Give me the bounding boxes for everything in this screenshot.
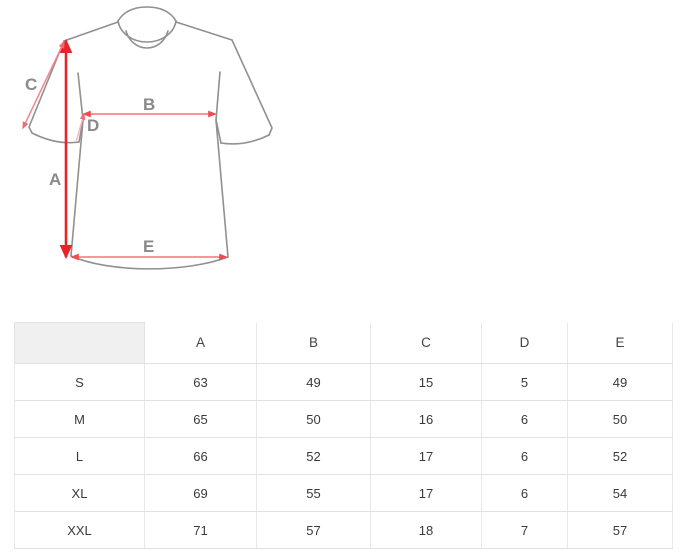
cell-d: 5 — [481, 363, 568, 401]
size-label: XL — [14, 474, 145, 512]
measure-label-c: C — [25, 75, 37, 94]
right-shoulder-seam — [175, 21, 233, 41]
table-body: S 63 49 15 5 49 M 65 50 16 6 50 L 66 52 … — [14, 363, 673, 549]
table-row: M 65 50 16 6 50 — [14, 400, 673, 438]
cell-b: 55 — [256, 474, 371, 512]
cell-a: 66 — [144, 437, 257, 475]
right-side-seam — [215, 119, 229, 258]
size-label: L — [14, 437, 145, 475]
cell-a: 63 — [144, 363, 257, 401]
left-sleeve-cuff — [31, 132, 80, 144]
cell-b: 49 — [256, 363, 371, 401]
cell-a: 71 — [144, 511, 257, 549]
cell-c: 16 — [370, 400, 482, 438]
cell-d: 6 — [481, 437, 568, 475]
cell-b: 52 — [256, 437, 371, 475]
right-sleeve-outer — [231, 39, 273, 136]
cell-c: 15 — [370, 363, 482, 401]
table-row: L 66 52 17 6 52 — [14, 437, 673, 475]
neckline-top — [117, 6, 177, 22]
table-row: XL 69 55 17 6 54 — [14, 474, 673, 512]
measure-label-a: A — [49, 170, 61, 189]
cell-a: 69 — [144, 474, 257, 512]
size-chart-table: A B C D E S 63 49 15 5 49 M 65 50 16 6 — [14, 322, 673, 549]
size-label: S — [14, 363, 145, 401]
measure-line-d — [75, 112, 86, 143]
column-header-c: C — [370, 322, 482, 364]
cell-d: 6 — [481, 474, 568, 512]
collar-outline — [117, 20, 177, 43]
table-header-row: A B C D E — [14, 322, 673, 364]
left-shoulder-seam — [63, 21, 119, 42]
table-header: A B C D E — [14, 322, 673, 364]
table-corner-cell — [14, 322, 145, 364]
cell-e: 52 — [567, 437, 673, 475]
size-label: XXL — [14, 511, 145, 549]
table-row: XXL 71 57 18 7 57 — [14, 511, 673, 549]
size-label: M — [14, 400, 145, 438]
cell-e: 54 — [567, 474, 673, 512]
right-sleeve-cuff — [220, 134, 270, 145]
cell-e: 50 — [567, 400, 673, 438]
cell-b: 57 — [256, 511, 371, 549]
cell-c: 18 — [370, 511, 482, 549]
cell-d: 7 — [481, 511, 568, 549]
left-side-seam — [70, 119, 84, 257]
table-row: S 63 49 15 5 49 — [14, 363, 673, 401]
cell-c: 17 — [370, 474, 482, 512]
size-chart-table-container: A B C D E S 63 49 15 5 49 M 65 50 16 6 — [14, 322, 673, 549]
column-header-d: D — [481, 322, 568, 364]
measure-label-e: E — [143, 237, 154, 256]
cell-e: 49 — [567, 363, 673, 401]
tshirt-diagram-svg: C D B A E — [22, 6, 273, 270]
column-header-a: A — [144, 322, 257, 364]
measure-label-d: D — [87, 116, 99, 135]
cell-a: 65 — [144, 400, 257, 438]
cell-c: 17 — [370, 437, 482, 475]
column-header-b: B — [256, 322, 371, 364]
cell-e: 57 — [567, 511, 673, 549]
cell-d: 6 — [481, 400, 568, 438]
tshirt-measurement-diagram: C D B A E — [22, 6, 273, 270]
collar-ribbing — [125, 30, 169, 49]
measure-line-c — [22, 40, 65, 130]
bottom-hem — [70, 255, 229, 270]
column-header-e: E — [567, 322, 673, 364]
measure-label-b: B — [143, 95, 155, 114]
cell-b: 50 — [256, 400, 371, 438]
